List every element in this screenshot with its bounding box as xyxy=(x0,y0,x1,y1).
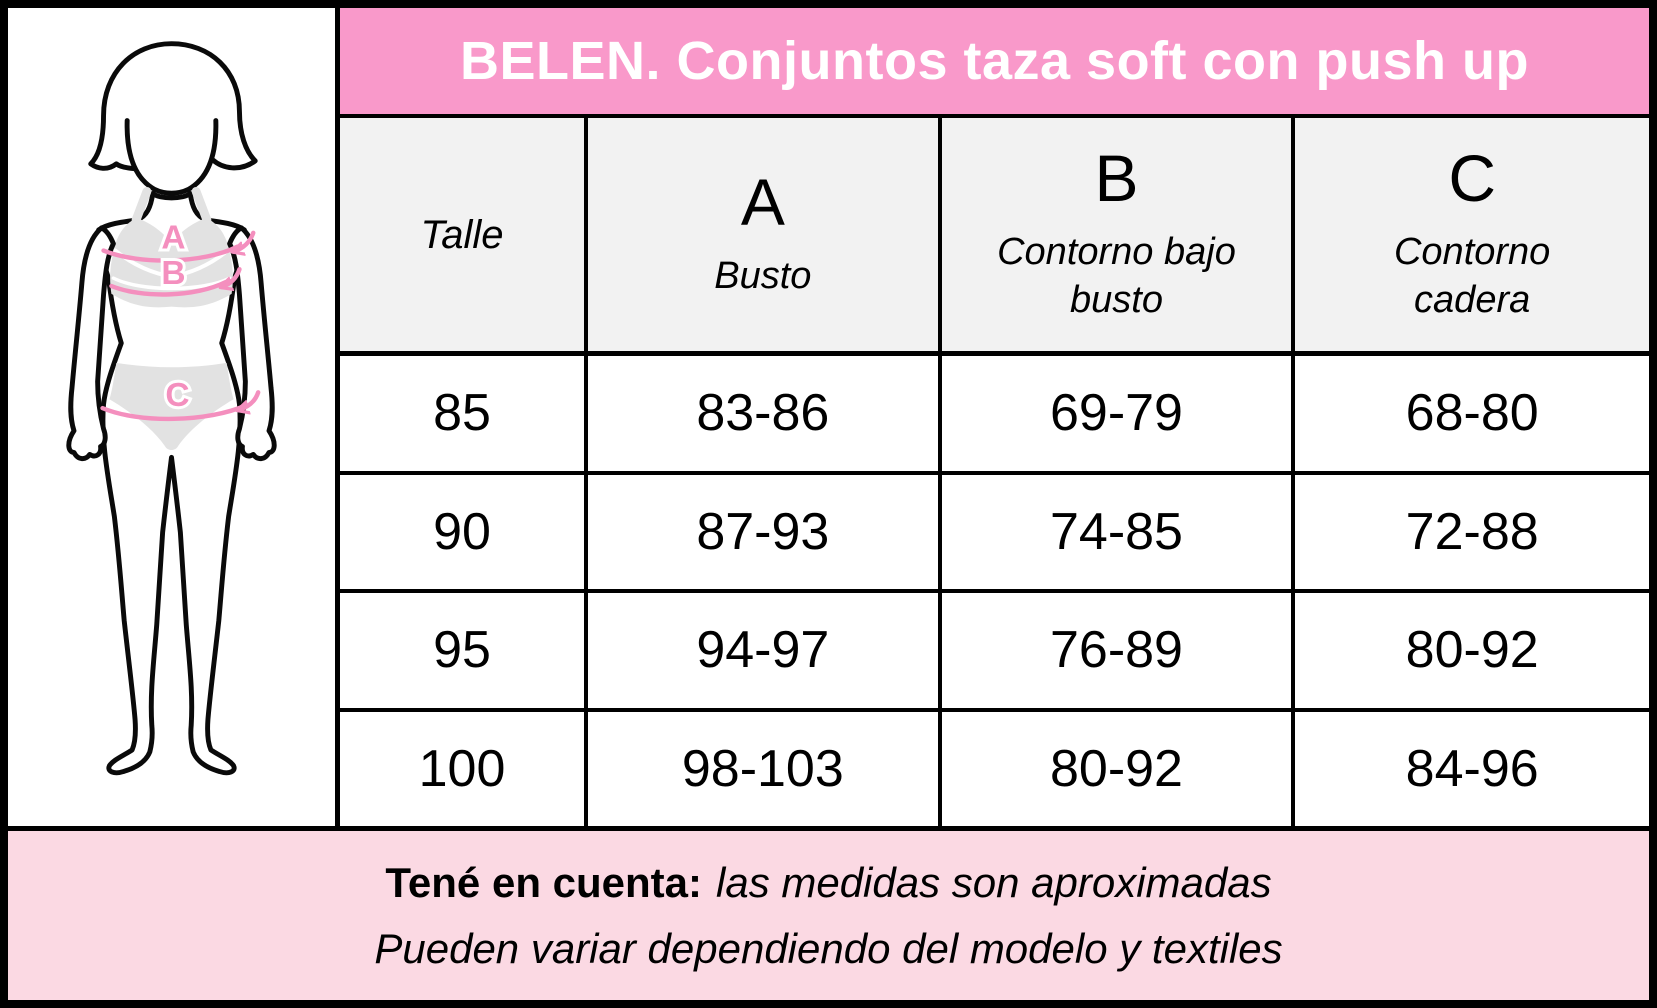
cell-contorno-cadera: 80-92 xyxy=(1405,621,1539,680)
footer-note: Tené en cuenta: las medidas son aproximad… xyxy=(8,826,1649,1000)
figure-panty xyxy=(109,362,234,450)
footer-note-1: las medidas son aproximadas xyxy=(716,859,1272,907)
cell-busto: 83-86 xyxy=(588,356,942,471)
table-body: 85 83-86 69-79 68-80 90 87-93 74-85 72-8… xyxy=(340,356,1649,826)
size-table-panel: BELEN. Conjuntos taza soft con push up T… xyxy=(340,8,1649,826)
cell-contorno-bajo-busto: 69-79 xyxy=(942,356,1296,471)
footer-note-2: Pueden variar dependiendo del modelo y t… xyxy=(374,924,1283,972)
hip-arrowhead xyxy=(238,390,261,410)
figure-face-fill xyxy=(128,101,215,193)
cell-talle: 100 xyxy=(340,711,588,826)
table-row: 85 83-86 69-79 68-80 xyxy=(340,356,1649,475)
measurement-arrows xyxy=(100,230,261,422)
column-label-busto: Busto xyxy=(714,254,812,297)
cell-busto: 94-97 xyxy=(588,593,942,708)
header-cell-talle: Talle xyxy=(340,118,588,351)
table-row: 100 98-103 80-92 84-96 xyxy=(340,711,1649,826)
header-cell-contorno-cadera: C Contorno cadera xyxy=(1295,118,1649,351)
underbust-arrowhead xyxy=(222,267,242,287)
upper-section: A B C BELEN. Conjuntos taza soft con pus… xyxy=(8,8,1649,826)
figure-face xyxy=(124,118,219,196)
measure-label-b: B xyxy=(161,255,185,292)
table-header-row: Talle A Busto B Contorno bajo busto C Co… xyxy=(340,118,1649,356)
table-row: 90 87-93 74-85 72-88 xyxy=(340,474,1649,593)
cell-contorno-bajo-busto: 76-89 xyxy=(942,593,1296,708)
table-row: 95 94-97 76-89 80-92 xyxy=(340,593,1649,712)
header-cell-busto: A Busto xyxy=(588,118,942,351)
cell-contorno-bajo-busto: 80-92 xyxy=(942,711,1296,826)
cell-contorno-cadera: 72-88 xyxy=(1405,502,1539,561)
column-letter-c: C xyxy=(1448,141,1496,215)
cell-busto: 87-93 xyxy=(588,474,942,589)
title-bar: BELEN. Conjuntos taza soft con push up xyxy=(340,8,1649,118)
footer-lead: Tené en cuenta: xyxy=(385,859,702,907)
column-label-contorno-cadera: Contorno cadera xyxy=(1393,231,1551,321)
measure-label-c: C xyxy=(165,377,189,414)
bust-arrowhead xyxy=(234,230,256,252)
cell-contorno-cadera: 84-96 xyxy=(1405,739,1539,798)
cell-contorno-bajo-busto: 74-85 xyxy=(942,474,1296,589)
column-letter-b: B xyxy=(1094,141,1139,215)
column-letter-a: A xyxy=(740,164,785,239)
bust-line-arrow xyxy=(101,244,240,263)
figure-panel: A B C xyxy=(8,8,340,826)
footer-line-1: Tené en cuenta: las medidas son aproximad… xyxy=(385,850,1271,915)
page-title: BELEN. Conjuntos taza soft con push up xyxy=(460,31,1529,91)
column-label-contorno-bajo-busto: Contorno bajo busto xyxy=(997,231,1236,321)
cell-talle: 85 xyxy=(340,356,588,471)
column-label-talle: Talle xyxy=(420,212,504,257)
underbust-line-arrow xyxy=(109,279,228,297)
header-cell-contorno-bajo-busto: B Contorno bajo busto xyxy=(942,118,1296,351)
measure-label-a: A xyxy=(161,220,185,257)
body-measurement-figure: A B C xyxy=(66,41,277,776)
cell-contorno-cadera: 68-80 xyxy=(1405,384,1539,443)
cell-busto: 98-103 xyxy=(588,711,942,826)
hip-line-arrow xyxy=(100,402,249,422)
figure-arms xyxy=(66,225,277,462)
cell-talle: 95 xyxy=(340,593,588,708)
cell-talle: 90 xyxy=(340,474,588,589)
